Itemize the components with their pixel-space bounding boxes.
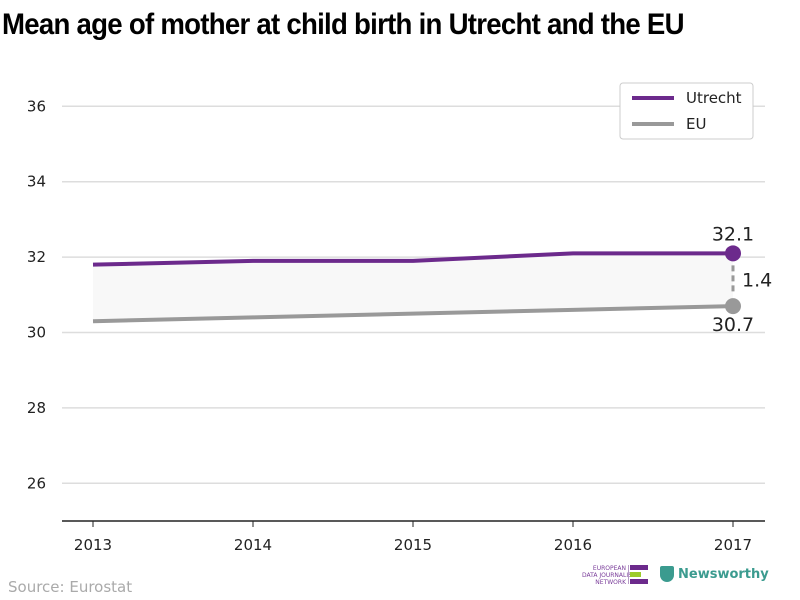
- newsworthy-logo: Newsworthy: [660, 566, 769, 582]
- utrecht-end-point: [725, 245, 741, 262]
- source-note: Source: Eurostat: [8, 578, 133, 596]
- edjnet-logo: EUROPEAN DATA JOURNALISM NETWORK: [582, 565, 648, 586]
- x-tick-label: 2016: [554, 536, 592, 554]
- y-tick-label: 34: [27, 173, 46, 191]
- x-tick-label: 2015: [394, 536, 432, 554]
- x-tick-label: 2017: [714, 536, 752, 554]
- y-tick-label: 26: [27, 474, 46, 492]
- x-tick-label: 2014: [234, 536, 272, 554]
- newsworthy-icon: [660, 566, 674, 582]
- legend-label: Utrecht: [686, 89, 742, 107]
- legend-label: EU: [686, 115, 706, 133]
- y-tick-label: 28: [27, 399, 46, 417]
- utrecht-value-label: 32.1: [712, 223, 754, 245]
- series-line-utrecht: [92, 251, 733, 267]
- difference-band: [93, 253, 733, 322]
- series-line-eu: [92, 304, 734, 324]
- chart-title: Mean age of mother at child birth in Utr…: [2, 8, 685, 41]
- y-tick-label: 32: [27, 248, 46, 266]
- y-tick-label: 36: [27, 97, 46, 115]
- x-tick-label: 2013: [74, 536, 112, 554]
- difference-label: 1.4: [742, 270, 772, 292]
- eu-end-point: [725, 298, 741, 315]
- eu-value-label: 30.7: [712, 314, 754, 336]
- y-tick-label: 30: [27, 324, 46, 342]
